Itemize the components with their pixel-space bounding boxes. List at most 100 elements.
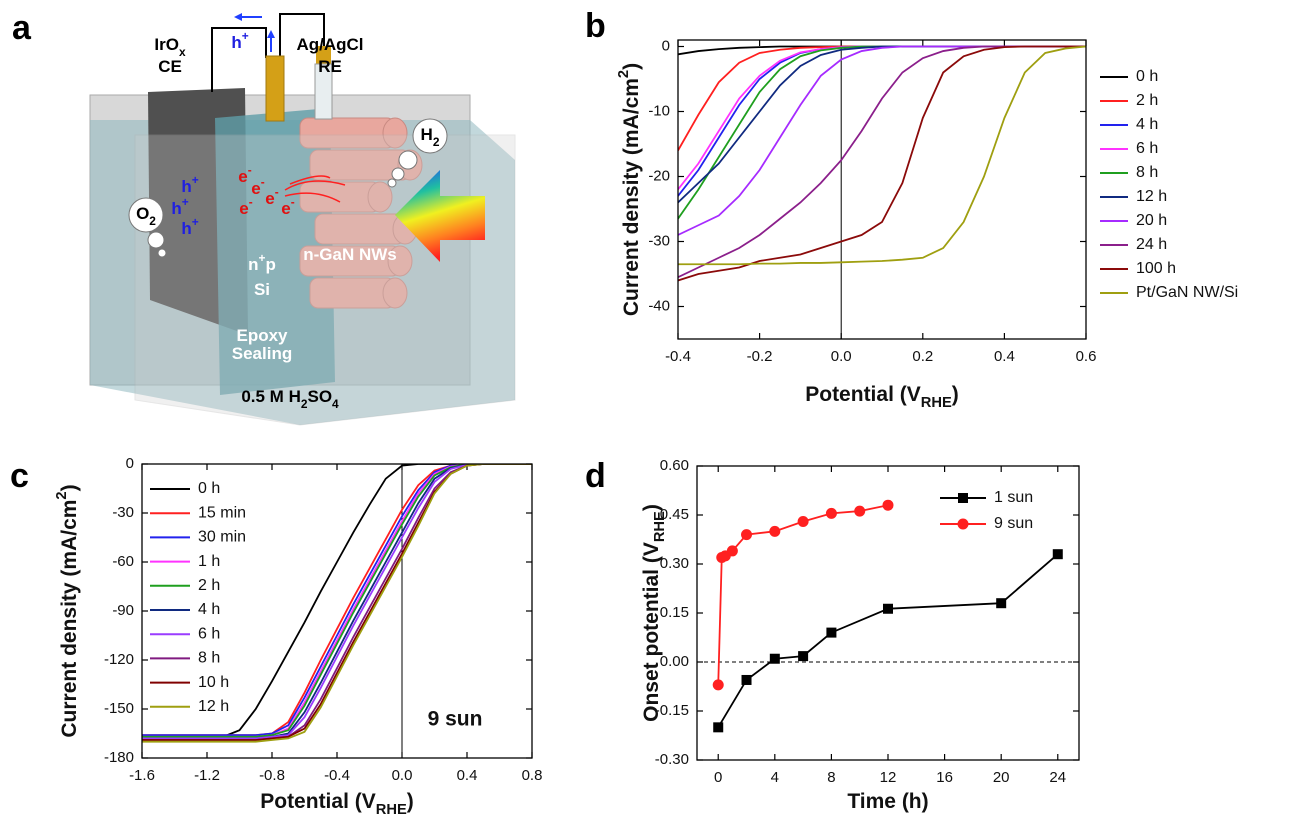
series-line <box>678 45 1086 266</box>
subscript: RHE <box>921 395 952 411</box>
superscript: - <box>291 195 295 209</box>
y-tick-label: 0.60 <box>660 457 689 474</box>
label: n+p <box>248 251 276 274</box>
text-part: Si <box>254 280 270 299</box>
y-tick-label: -30 <box>112 504 134 521</box>
superscript: - <box>248 163 252 177</box>
label: e- <box>265 185 278 208</box>
annotation: 9 sun <box>428 708 483 731</box>
plot-frame <box>677 39 1087 340</box>
y-tick-label: 0.15 <box>660 604 689 621</box>
y-tick-label: -150 <box>104 700 134 717</box>
text-part: Time (h) <box>847 790 928 813</box>
text-part: O <box>136 204 149 223</box>
x-tick-label: 8 <box>827 769 835 786</box>
text-part: Current density (mA/cm <box>58 500 81 738</box>
y-tick-label: 0 <box>662 37 670 54</box>
superscript: + <box>259 251 266 265</box>
label: h+ <box>181 173 198 196</box>
x-tick-label: 12 <box>880 769 897 786</box>
label: RE <box>318 57 342 76</box>
marker <box>726 545 738 557</box>
subscript: x <box>179 45 186 59</box>
legend-label: 9 sun <box>994 515 1033 532</box>
legend-label: 12 h <box>1136 188 1167 205</box>
legend-label: 6 h <box>1136 140 1158 157</box>
superscript: 2 <box>616 70 632 78</box>
text-part: H <box>421 125 433 144</box>
subscript: 2 <box>301 397 308 411</box>
ref-cap <box>316 46 331 64</box>
label: e- <box>239 195 252 218</box>
marker <box>713 722 724 733</box>
electron-paths <box>284 175 346 203</box>
text-part: RE <box>318 57 342 76</box>
text-part: e <box>251 179 260 198</box>
label: h+ <box>181 215 198 238</box>
y-tick-label: -120 <box>104 651 134 668</box>
x-axis-label: Time (h) <box>847 790 928 813</box>
x-tick-label: 4 <box>771 769 779 786</box>
marker <box>826 627 837 638</box>
text-part: Sealing <box>232 344 292 363</box>
y-tick-label: 0 <box>126 455 134 472</box>
legend-label: 8 h <box>198 650 220 667</box>
text-part: ) <box>640 504 663 511</box>
superscript: 2 <box>54 491 70 499</box>
marker <box>825 507 837 519</box>
marker <box>769 653 780 664</box>
text-part: e <box>281 199 290 218</box>
plot-frame <box>141 463 533 759</box>
x-tick-label: 24 <box>1049 769 1066 786</box>
marker <box>854 505 866 517</box>
marker <box>797 516 809 528</box>
panel-label: b <box>585 7 606 45</box>
series-line <box>678 45 1086 191</box>
text-part: ) <box>407 790 414 813</box>
nanowires <box>299 117 423 309</box>
series-line <box>142 464 532 743</box>
x-tick-label: 0.2 <box>912 348 933 365</box>
cell-diagram: a IrOx CE h+ Ag/AgCl RE H2 O2 h+ h+ h+ e… <box>12 9 516 426</box>
y-tick-label: -30 <box>648 232 670 249</box>
text-part: h <box>231 33 241 52</box>
label: H2 <box>421 125 440 149</box>
marker <box>883 603 893 614</box>
subscript: RHE <box>376 802 407 818</box>
text-part: Potential (V <box>260 790 376 813</box>
series-line <box>678 45 1086 197</box>
series-group <box>717 504 1059 728</box>
text-part: IrO <box>154 35 179 54</box>
subscript: 2 <box>433 135 440 149</box>
legend-label: 4 h <box>1136 116 1158 133</box>
label: CE <box>158 57 182 76</box>
reference-electrode <box>314 63 333 120</box>
series-group <box>142 464 532 743</box>
y-tick-label: -0.30 <box>655 751 689 768</box>
label: h+ <box>231 29 248 52</box>
text-part: Current density (mA/cm <box>620 78 643 316</box>
panel-label: d <box>585 457 606 495</box>
sample <box>215 108 335 395</box>
legend-label: 0 h <box>1136 68 1158 85</box>
label: Ag/AgCl <box>296 35 363 54</box>
series-line <box>678 45 1086 236</box>
y-tick-label: 0.45 <box>660 506 689 523</box>
marker <box>769 525 781 537</box>
label: IrOx <box>154 35 186 59</box>
x-tick-label: -0.2 <box>747 348 773 365</box>
marker <box>741 529 753 541</box>
superscript: - <box>261 175 265 189</box>
text-part: e <box>239 199 248 218</box>
text-part: n-GaN NWs <box>303 245 397 264</box>
x-tick-label: 0.4 <box>457 767 478 784</box>
text-part: h <box>181 219 191 238</box>
panel-label: a <box>12 9 32 47</box>
superscript: + <box>182 195 189 209</box>
legend-marker <box>958 493 968 503</box>
legend-label: 2 h <box>1136 92 1158 109</box>
text-part: e <box>265 189 274 208</box>
label: e- <box>251 175 264 198</box>
working-contact <box>265 55 285 122</box>
y-tick-label: -180 <box>104 749 134 766</box>
